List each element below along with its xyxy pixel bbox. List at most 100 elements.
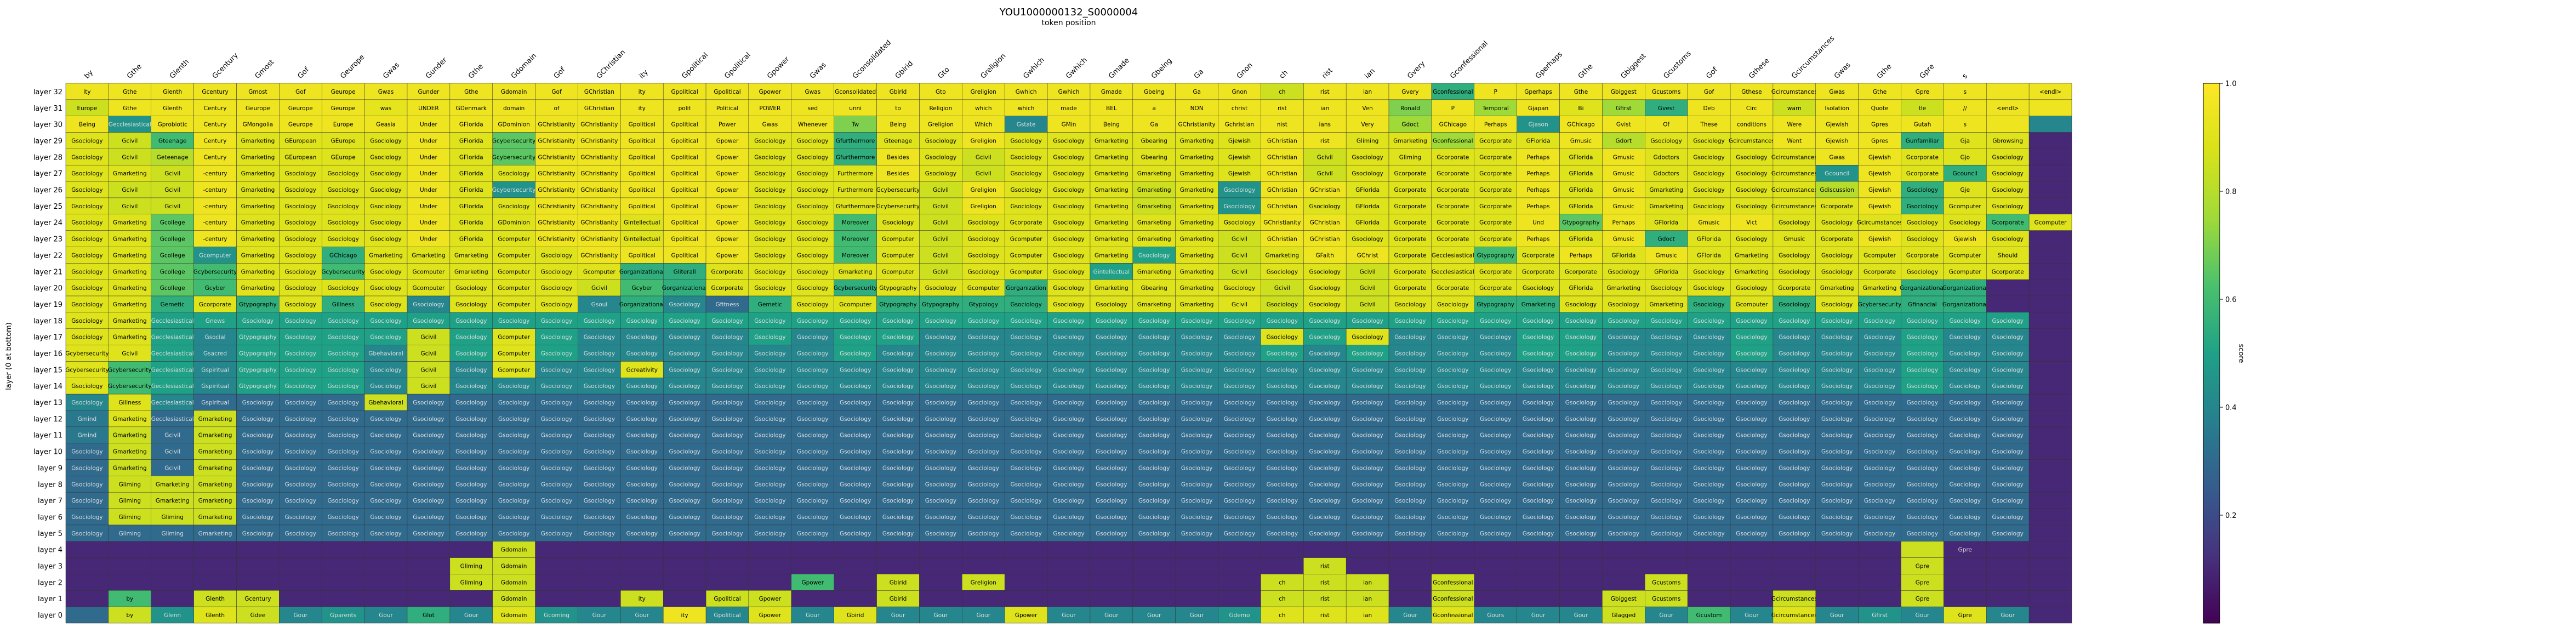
cell-label: Gsociology xyxy=(1608,334,1639,341)
cell-label: Besides xyxy=(887,170,909,177)
cell-label: GChristian xyxy=(1267,203,1297,210)
cell-label: Gmarketing xyxy=(1137,236,1171,243)
heatmap-cell xyxy=(2029,165,2072,181)
cell-label: christ xyxy=(1232,105,1247,112)
cell-label: Gsociology xyxy=(1864,481,1895,488)
cell-label: Gsociology xyxy=(968,367,999,373)
cell-label: Gcivil xyxy=(122,187,138,193)
cell-label: Gsociology xyxy=(1907,465,1938,471)
cell-label: Gsociology xyxy=(1437,432,1468,439)
heatmap-cell xyxy=(1859,558,1901,574)
cell-label: Gsociology xyxy=(455,449,487,455)
cell-label: Gsociology xyxy=(327,514,358,521)
cell-label: Gbehavioral xyxy=(368,400,403,406)
cell-label: Gsociology xyxy=(370,318,401,324)
cell-label: Gsociology xyxy=(541,531,572,537)
cell-label: Gcomputer xyxy=(498,269,530,275)
cell-label: Gsociology xyxy=(498,383,529,390)
cell-label: Gorganizational xyxy=(619,269,665,275)
cell-label: Gcustom xyxy=(1696,612,1722,619)
cell-label: Gsociology xyxy=(1224,351,1255,357)
cell-label: Gsociology xyxy=(968,351,999,357)
cell-label: Gsociology xyxy=(925,383,956,390)
heatmap-cell xyxy=(2029,247,2072,263)
cell-label: Gcorporate xyxy=(1906,252,1939,259)
cell-label: Gillness xyxy=(332,301,355,308)
cell-label: Gsociology xyxy=(285,383,316,390)
cell-label: Gmarketing xyxy=(1095,187,1129,193)
heatmap-cell xyxy=(749,558,791,574)
cell-label: UNDER xyxy=(418,105,439,112)
cell-label: Being xyxy=(1103,122,1120,128)
cell-label: Gsociology xyxy=(968,383,999,390)
cell-label: Gliming xyxy=(460,563,482,570)
cell-label: Gorganizational xyxy=(1942,301,1988,308)
cell-label: Gmarketing xyxy=(241,187,275,193)
cell-label: Gsociology xyxy=(797,351,828,357)
cell-label: Gsociology xyxy=(413,481,444,488)
cell-label: Gsociology xyxy=(1010,318,1041,324)
cell-label: Gsociology xyxy=(370,220,401,226)
cell-label: Gsociology xyxy=(925,481,956,488)
cell-label: Gour xyxy=(464,612,478,619)
cell-label: Gsociology xyxy=(1138,383,1170,390)
heatmap-cell xyxy=(791,558,834,574)
heatmap-cell xyxy=(2029,541,2072,558)
cell-label: Gsociology xyxy=(1821,481,1853,488)
cell-label: ch xyxy=(1279,612,1285,619)
cell-label: Gsociology xyxy=(413,531,444,537)
cell-label: Gsociology xyxy=(840,514,871,521)
x-tick-label: Glenth xyxy=(168,58,191,81)
cell-label: Gsociology xyxy=(968,334,999,341)
cell-label: NON xyxy=(1190,105,1204,112)
x-tick-label: Gcentury xyxy=(211,52,240,81)
cell-label: Gsociology xyxy=(1693,498,1724,504)
cell-label: Gcorporate xyxy=(1479,203,1512,210)
cell-label: ian xyxy=(1320,105,1329,112)
x-tick-label: Gunder xyxy=(424,56,449,81)
cell-label: Gsociology xyxy=(413,432,444,439)
cell-label: Gpolitical xyxy=(671,138,698,144)
cell-label: Gcivil xyxy=(164,432,180,439)
cell-label: to xyxy=(895,105,901,112)
cell-label: Gsociology xyxy=(1480,351,1511,357)
cell-label: Gsociology xyxy=(840,334,871,341)
heatmap-cell xyxy=(1986,541,2029,558)
cell-label: Gsociology xyxy=(1693,138,1724,144)
cell-label: Gsociology xyxy=(71,269,102,275)
cell-label: Gsociology xyxy=(1736,400,1767,406)
cell-label: Gdiscussion xyxy=(1820,187,1854,193)
cell-label: Gcomputer xyxy=(1949,269,1981,275)
cell-label: Gsociology xyxy=(882,400,914,406)
cell-label: Gsociology xyxy=(1138,514,1170,521)
heatmap-cells: ity Gthe Glenth Gcentury Gmost Gof Geurope Gwas… xyxy=(65,83,2072,623)
cell-label: Gbearing xyxy=(1141,154,1167,161)
cell-label: Gsociology xyxy=(1138,400,1170,406)
cell-label: Gour xyxy=(1574,612,1588,619)
cell-label: Gpower xyxy=(801,579,824,586)
cell-label: Gsociology xyxy=(1565,334,1597,341)
cell-label: Gecclesiastical xyxy=(151,383,194,390)
cell-label: Gsociology xyxy=(71,531,102,537)
cell-label: Gfitness xyxy=(716,301,739,308)
cell-label: Gsociology xyxy=(327,465,358,471)
y-tick-label: layer 18 xyxy=(33,317,62,326)
heatmap-cell xyxy=(1133,558,1176,574)
cell-label: Europe xyxy=(333,122,354,128)
cell-label: Gsociology xyxy=(925,514,956,521)
cell-label: Gsociology xyxy=(1053,203,1084,210)
cell-label: Gsociology xyxy=(925,531,956,537)
cell-label: Gcybersecurity xyxy=(492,154,536,161)
cell-label: Gcivil xyxy=(164,465,180,471)
cell-label: Gemetic xyxy=(758,301,782,308)
cell-label: Gsociology xyxy=(370,481,401,488)
cell-label: GMin xyxy=(1062,122,1076,128)
cell-label: Gliming xyxy=(1399,154,1421,161)
cell-label: Gsociology xyxy=(1096,351,1127,357)
cell-label: Gcomputer xyxy=(498,301,530,308)
heatmap-cell xyxy=(1517,590,1560,607)
cell-label: Gsociology xyxy=(242,514,273,521)
cell-label: GFlorida xyxy=(1697,236,1721,243)
cell-label: -century xyxy=(203,170,227,177)
cell-label: Gsociology xyxy=(1053,432,1084,439)
